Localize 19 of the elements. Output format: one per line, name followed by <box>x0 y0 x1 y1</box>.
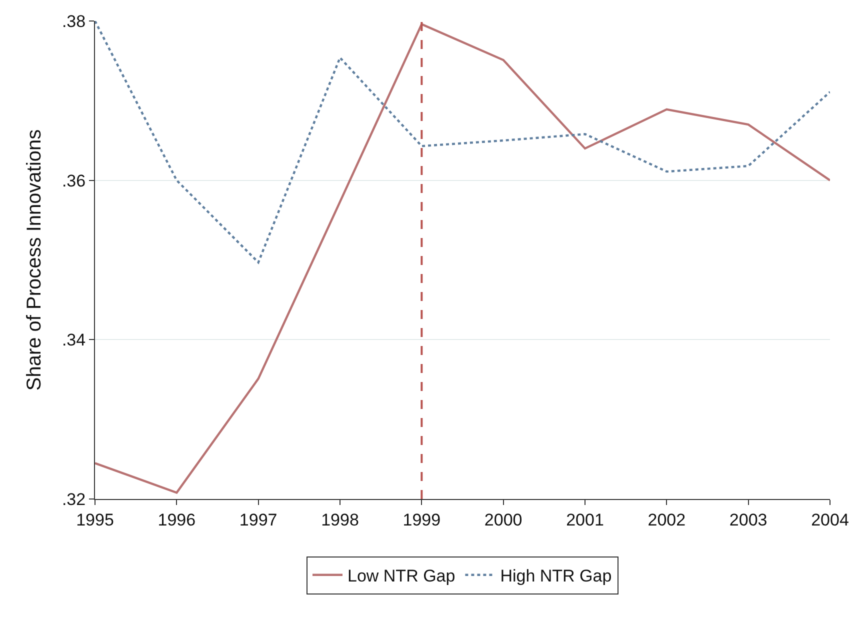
x-tick-label: 2002 <box>648 510 686 530</box>
x-tick-label: 1995 <box>76 510 114 530</box>
x-tick-label: 2003 <box>729 510 768 530</box>
y-axis-title: Share of Process Innovations <box>23 129 46 391</box>
x-tick-label: 1996 <box>158 510 196 530</box>
y-tick-label: .36 <box>62 171 86 190</box>
y-tick-label: .34 <box>62 330 86 350</box>
y-tick-label: .32 <box>62 490 86 509</box>
x-tick-label: 1998 <box>321 510 359 530</box>
x-tick-label: 1999 <box>402 510 441 530</box>
x-tick-label: 2001 <box>566 510 604 530</box>
legend-label: Low NTR Gap <box>348 566 456 586</box>
x-tick-label: 1997 <box>239 510 278 530</box>
line-series <box>95 23 830 494</box>
y-tick-label: .38 <box>62 12 86 31</box>
x-tick-label: 2004 <box>811 510 849 530</box>
line-series <box>95 21 830 264</box>
legend-label: High NTR Gap <box>500 566 612 586</box>
x-tick-label: 2000 <box>484 510 522 530</box>
